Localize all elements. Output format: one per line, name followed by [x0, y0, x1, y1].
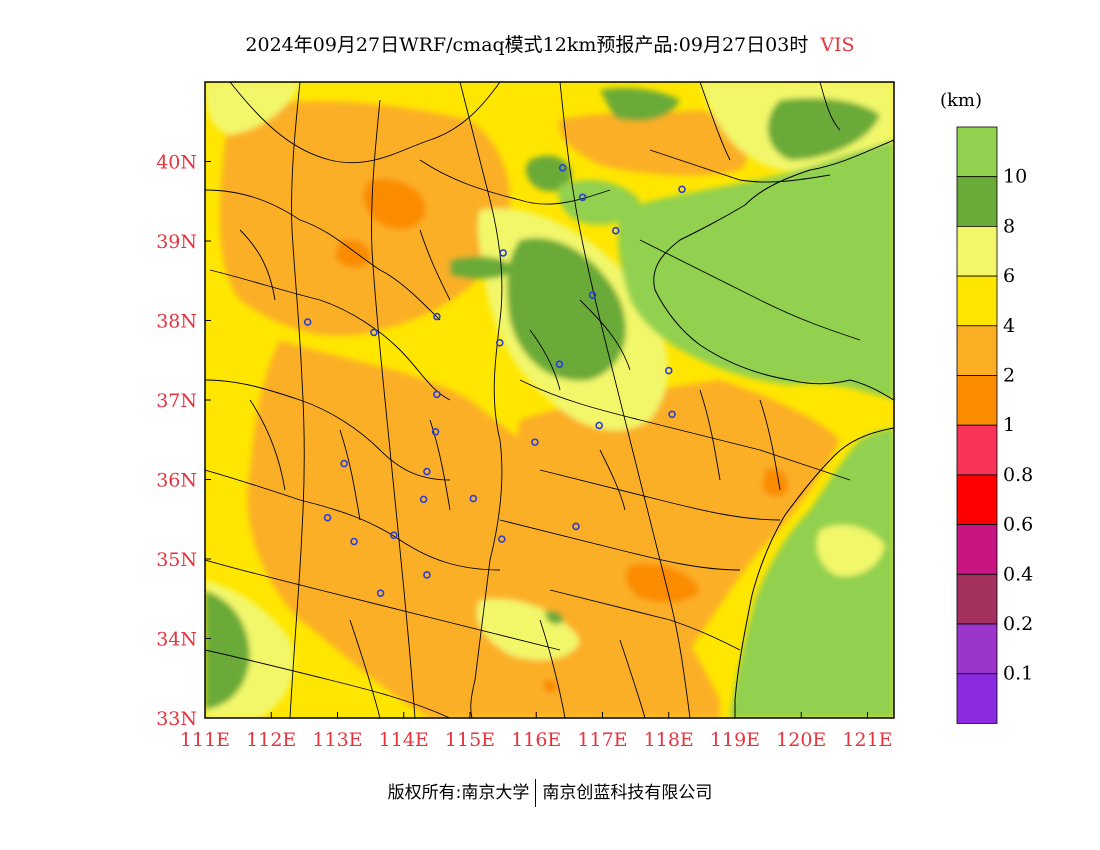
city-marker: [340, 459, 348, 468]
city-marker: [431, 427, 440, 436]
colorbar-label: 0.1: [1003, 663, 1033, 685]
copyright-footer: 版权所有:南京大学 南京创蓝科技有限公司: [0, 778, 1100, 807]
city-marker: [578, 193, 587, 202]
city-marker: [303, 318, 312, 326]
y-tick-label: 36N: [156, 470, 197, 492]
y-tick-label: 33N: [156, 708, 197, 730]
colorbar-label: 0.6: [1003, 514, 1033, 536]
colorbar-segment: [956, 474, 998, 525]
x-tick-label: 116E: [511, 729, 561, 751]
copyright-left: 版权所有:南京大学: [387, 783, 530, 803]
y-tick-label: 39N: [156, 231, 197, 253]
colorbar-label: 4: [1003, 315, 1015, 337]
visibility-field: [205, 82, 894, 718]
city-marker: [423, 467, 431, 476]
city-marker: [497, 535, 506, 543]
colorbar-segment: [956, 325, 998, 376]
colorbar-segment: [956, 623, 998, 675]
city-marker: [611, 226, 620, 235]
city-marker: [595, 421, 603, 430]
city-marker: [390, 531, 398, 539]
colorbar: 10 8 6 4 2 1 0.8 0.6 0.4 0.2 0.1: [956, 126, 1033, 724]
copyright-right: 南京创蓝科技有限公司: [542, 783, 713, 803]
city-markers: [303, 164, 686, 597]
city-marker: [668, 410, 676, 419]
colorbar-label: 10: [1003, 166, 1027, 188]
city-marker: [496, 338, 504, 347]
colorbar-label: 0.4: [1003, 563, 1033, 585]
y-tick-label: 37N: [156, 390, 197, 412]
city-marker: [376, 589, 385, 597]
x-tick-label: 118E: [644, 729, 694, 751]
colorbar-segment: [956, 573, 998, 625]
x-tick-label: 113E: [312, 729, 362, 751]
x-tick-label: 111E: [180, 729, 230, 751]
x-tick-label: 119E: [710, 729, 760, 751]
city-marker: [419, 495, 428, 504]
colorbar-label: 8: [1003, 215, 1015, 237]
x-axis: 111E 112E 113E 114E 115E 116E 117E 118E 119E 120E…: [180, 712, 893, 751]
variable-label: VIS: [820, 34, 855, 56]
city-marker: [572, 522, 580, 531]
colorbar-label: 0.8: [1003, 464, 1033, 486]
footer-divider: [535, 779, 537, 807]
y-axis: 40N 39N 38N 37N 36N 35N 34N 33N: [156, 152, 211, 730]
city-marker: [433, 312, 441, 321]
city-marker: [555, 360, 564, 369]
colorbar-segment: [956, 225, 998, 277]
city-marker: [678, 185, 686, 194]
x-tick-label: 121E: [842, 729, 892, 751]
city-marker: [531, 438, 539, 446]
y-tick-label: 34N: [156, 629, 197, 651]
y-tick-label: 40N: [156, 152, 197, 174]
y-tick-label: 38N: [156, 311, 197, 333]
city-marker: [664, 366, 673, 375]
city-marker: [423, 571, 431, 579]
x-tick-label: 112E: [246, 729, 296, 751]
x-tick-label: 117E: [577, 729, 627, 751]
colorbar-segment: [956, 176, 998, 227]
colorbar-label: 6: [1003, 265, 1015, 287]
colorbar-label: 2: [1003, 365, 1015, 387]
colorbar-segment: [956, 375, 998, 426]
city-marker: [499, 249, 507, 257]
city-marker: [558, 164, 567, 172]
y-tick-label: 35N: [156, 549, 197, 571]
x-tick-label: 120E: [776, 729, 826, 751]
colorbar-label: 0.2: [1003, 613, 1033, 635]
colorbar-segment: [956, 673, 998, 724]
colorbar-segment: [956, 424, 998, 476]
x-tick-label: 114E: [379, 729, 429, 751]
city-marker: [588, 291, 597, 299]
chart-title: 2024年09月27日WRF/cmaq模式12km预报产品:09月27日03时 V…: [0, 30, 1100, 57]
city-marker: [433, 390, 441, 399]
city-marker: [469, 494, 478, 503]
chart-title-text: 2024年09月27日WRF/cmaq模式12km预报产品:09月27日03时: [245, 34, 809, 56]
colorbar-segment: [956, 275, 998, 327]
city-marker: [323, 513, 332, 522]
colorbar-segment: [956, 524, 998, 575]
colorbar-label: 1: [1003, 414, 1015, 436]
colorbar-unit: (km): [940, 90, 983, 111]
city-marker: [370, 328, 378, 337]
colorbar-segment: [956, 126, 998, 178]
city-marker: [350, 537, 358, 546]
x-tick-label: 115E: [445, 729, 495, 751]
